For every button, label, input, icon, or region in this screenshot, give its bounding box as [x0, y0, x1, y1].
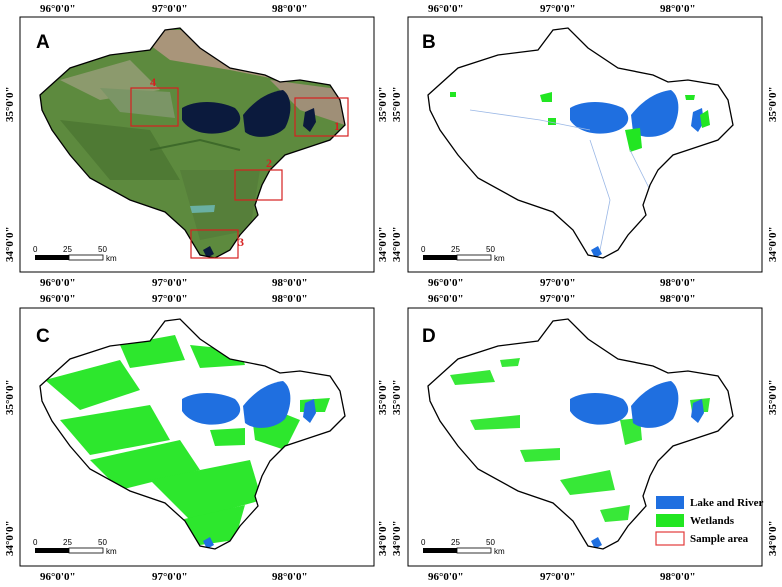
lon-label: 98°0'0"	[272, 571, 308, 583]
legend: Lake and River Wetlands Sample area	[655, 496, 763, 546]
lon-label: 98°0'0"	[272, 293, 308, 305]
lon-label: 98°0'0"	[272, 277, 308, 289]
lat-label: 35°0'0"	[391, 86, 403, 122]
lat-label: 34°0'0"	[377, 226, 389, 262]
sample-area-4-box	[130, 87, 179, 127]
scalebar-tick: 25	[451, 538, 460, 547]
lon-label: 96°0'0"	[428, 571, 464, 583]
lon-label: 96°0'0"	[40, 3, 76, 15]
lon-label: 97°0'0"	[540, 571, 576, 583]
panel-c-label: C	[36, 326, 50, 347]
scalebar-tick: 25	[63, 538, 72, 547]
sample-area-4-label: 4	[150, 75, 156, 89]
lon-label: 97°0'0"	[540, 277, 576, 289]
lon-labels-row1-bottom: 96°0'0" 97°0'0" 98°0'0" 96°0'0" 97°0'0" …	[40, 277, 696, 289]
scalebar-tick: 50	[486, 245, 495, 254]
scalebar-b: 0 25 50 km	[421, 245, 505, 263]
panel-b-classification	[428, 28, 733, 258]
lon-label: 97°0'0"	[152, 277, 188, 289]
sample-area-3-label: 3	[238, 235, 244, 249]
panel-d-label: D	[422, 326, 436, 347]
lon-label: 97°0'0"	[540, 3, 576, 15]
sample-area-1-box	[294, 97, 349, 137]
scalebar-tick: 0	[421, 538, 426, 547]
sample-area-1-label: 1	[334, 119, 340, 133]
panel-a-frame	[19, 16, 375, 273]
lon-label: 96°0'0"	[428, 277, 464, 289]
lat-label: 34°0'0"	[391, 520, 403, 556]
panel-b-label: B	[422, 32, 436, 53]
lat-label: 35°0'0"	[4, 379, 16, 415]
lon-label: 96°0'0"	[40, 293, 76, 305]
lat-label: 35°0'0"	[391, 379, 403, 415]
sample-area-2-box	[234, 169, 283, 201]
panel-d-frame	[407, 307, 763, 567]
panel-a-satellite	[40, 28, 345, 258]
lon-label: 96°0'0"	[428, 3, 464, 15]
scalebar-tick: 25	[451, 245, 460, 254]
scalebar-tick: 0	[421, 245, 426, 254]
lat-labels: 35°0'0" 34°0'0" 35°0'0" 34°0'0" 35°0'0" …	[4, 86, 779, 556]
legend-swatch-lake-river	[656, 496, 684, 509]
scalebar-tick: 50	[98, 245, 107, 254]
lat-label: 34°0'0"	[4, 226, 16, 262]
scalebar-tick: 50	[98, 538, 107, 547]
lon-label: 96°0'0"	[40, 277, 76, 289]
scalebar-unit: km	[106, 254, 117, 263]
lon-label: 97°0'0"	[540, 293, 576, 305]
legend-label-lake-river: Lake and River	[690, 497, 763, 509]
legend-label-sample-area: Sample area	[690, 533, 749, 545]
lon-labels-row1: 96°0'0" 97°0'0" 98°0'0" 96°0'0" 97°0'0" …	[40, 3, 696, 15]
lat-label: 35°0'0"	[767, 379, 779, 415]
lat-label: 34°0'0"	[391, 226, 403, 262]
scalebar-tick: 50	[486, 538, 495, 547]
scalebar-tick: 0	[33, 245, 38, 254]
lon-labels-row2-bottom: 96°0'0" 97°0'0" 98°0'0" 96°0'0" 97°0'0" …	[40, 571, 696, 583]
lon-label: 96°0'0"	[40, 571, 76, 583]
lon-labels-row2: 96°0'0" 97°0'0" 98°0'0" 96°0'0" 97°0'0" …	[40, 293, 696, 305]
scalebar-d: 0 25 50 km	[421, 538, 505, 556]
panel-a-label: A	[36, 32, 50, 53]
lat-label: 35°0'0"	[4, 86, 16, 122]
panel-c-frame	[19, 307, 375, 567]
lat-label: 35°0'0"	[767, 86, 779, 122]
scalebar-unit: km	[494, 254, 505, 263]
lon-label: 97°0'0"	[152, 571, 188, 583]
sample-areas	[130, 87, 349, 259]
scalebar-tick: 25	[63, 245, 72, 254]
lon-label: 96°0'0"	[428, 293, 464, 305]
scalebar-a: 0 25 50 km	[33, 245, 117, 263]
legend-label-wetlands: Wetlands	[690, 515, 735, 527]
lon-label: 98°0'0"	[660, 293, 696, 305]
panel-c-classification	[40, 319, 345, 549]
lat-label: 34°0'0"	[377, 520, 389, 556]
legend-swatch-wetlands	[656, 514, 684, 527]
lon-label: 98°0'0"	[660, 3, 696, 15]
lat-label: 34°0'0"	[4, 520, 16, 556]
legend-swatch-sample-area	[655, 531, 685, 546]
scalebar-tick: 0	[33, 538, 38, 547]
scalebar-unit: km	[106, 547, 117, 556]
lat-label: 34°0'0"	[767, 226, 779, 262]
lon-label: 97°0'0"	[152, 293, 188, 305]
lat-label: 35°0'0"	[377, 86, 389, 122]
lon-label: 98°0'0"	[272, 3, 308, 15]
scalebar-c: 0 25 50 km	[33, 538, 117, 556]
sample-area-3-box	[190, 229, 239, 259]
lon-label: 98°0'0"	[660, 571, 696, 583]
scalebar-unit: km	[494, 547, 505, 556]
lat-label: 34°0'0"	[767, 520, 779, 556]
sample-area-2-label: 2	[266, 156, 272, 170]
lon-label: 98°0'0"	[660, 277, 696, 289]
panel-d-classification	[428, 319, 733, 549]
lat-label: 35°0'0"	[377, 379, 389, 415]
lon-label: 97°0'0"	[152, 3, 188, 15]
panel-b-frame	[407, 16, 763, 273]
